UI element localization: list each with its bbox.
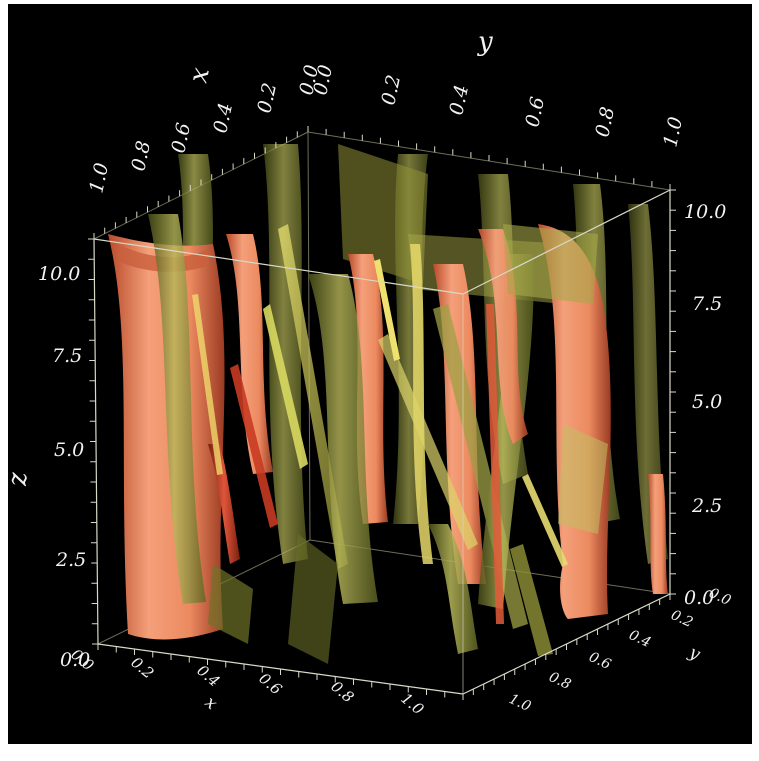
y-right-tick-2: 0.2 bbox=[668, 607, 695, 631]
x-bottom-tick-3: 0.4 bbox=[193, 661, 223, 690]
z-left-tick-2: 2.5 bbox=[55, 549, 86, 571]
y-axis-top: 0.0 0.2 0.4 0.6 0.8 1.0 y bbox=[309, 27, 687, 149]
x-axis-title: x bbox=[184, 65, 216, 86]
z-right-tick-4: 7.5 bbox=[692, 293, 722, 315]
y-top-tick-5: 0.8 bbox=[591, 105, 619, 139]
3d-isosurface-render: 1.0 0.8 0.6 0.4 0.2 0.0 x 0.0 0.2 0.4 0.… bbox=[8, 27, 733, 719]
y-right-axis-title: y bbox=[685, 642, 703, 665]
x-bottom-axis-title: x bbox=[201, 693, 222, 715]
y-top-tick-4: 0.6 bbox=[521, 95, 549, 129]
y-axis-title: y bbox=[477, 27, 493, 57]
isosurface-sheets bbox=[108, 144, 668, 664]
z-axis-title: z bbox=[8, 472, 33, 487]
x-bottom-tick-4: 0.6 bbox=[255, 669, 285, 698]
z-right-tick-1: 0.0 bbox=[684, 587, 714, 609]
y-right-tick-4: 0.6 bbox=[586, 649, 613, 673]
z-axis-right: 0.0 2.5 5.0 7.5 10.0 bbox=[684, 201, 726, 609]
x-bottom-tick-2: 0.2 bbox=[127, 653, 157, 682]
x-top-tick-5: 0.2 bbox=[253, 81, 281, 115]
y-right-tick-3: 0.4 bbox=[626, 627, 653, 651]
z-right-tick-5: 10.0 bbox=[684, 201, 726, 223]
y-right-tick-5: 0.8 bbox=[546, 669, 573, 693]
y-top-tick-2: 0.2 bbox=[377, 73, 405, 107]
x-bottom-tick-5: 0.8 bbox=[327, 677, 357, 706]
y-top-tick-6: 1.0 bbox=[659, 115, 687, 149]
z-right-tick-3: 5.0 bbox=[692, 391, 722, 413]
z-left-tick-5: 10.0 bbox=[38, 263, 80, 285]
z-left-tick-1: 0.0 bbox=[60, 649, 90, 671]
x-top-tick-3: 0.6 bbox=[167, 121, 195, 155]
y-right-tick-6: 1.0 bbox=[506, 691, 533, 715]
z-axis-left: 0.0 2.5 5.0 7.5 10.0 z bbox=[8, 263, 90, 671]
z-left-tick-4: 7.5 bbox=[52, 345, 82, 367]
z-left-tick-3: 5.0 bbox=[54, 439, 84, 461]
axis-tick-marks bbox=[88, 126, 676, 700]
z-right-tick-2: 2.5 bbox=[691, 495, 722, 517]
x-bottom-tick-6: 1.0 bbox=[397, 689, 427, 718]
x-top-tick-2: 0.8 bbox=[127, 139, 155, 173]
y-top-tick-3: 0.4 bbox=[445, 83, 473, 117]
x-top-tick-4: 0.4 bbox=[209, 101, 237, 135]
x-top-tick-1: 1.0 bbox=[85, 161, 113, 195]
render-panel: 1.0 0.8 0.6 0.4 0.2 0.0 x 0.0 0.2 0.4 0.… bbox=[8, 4, 752, 744]
